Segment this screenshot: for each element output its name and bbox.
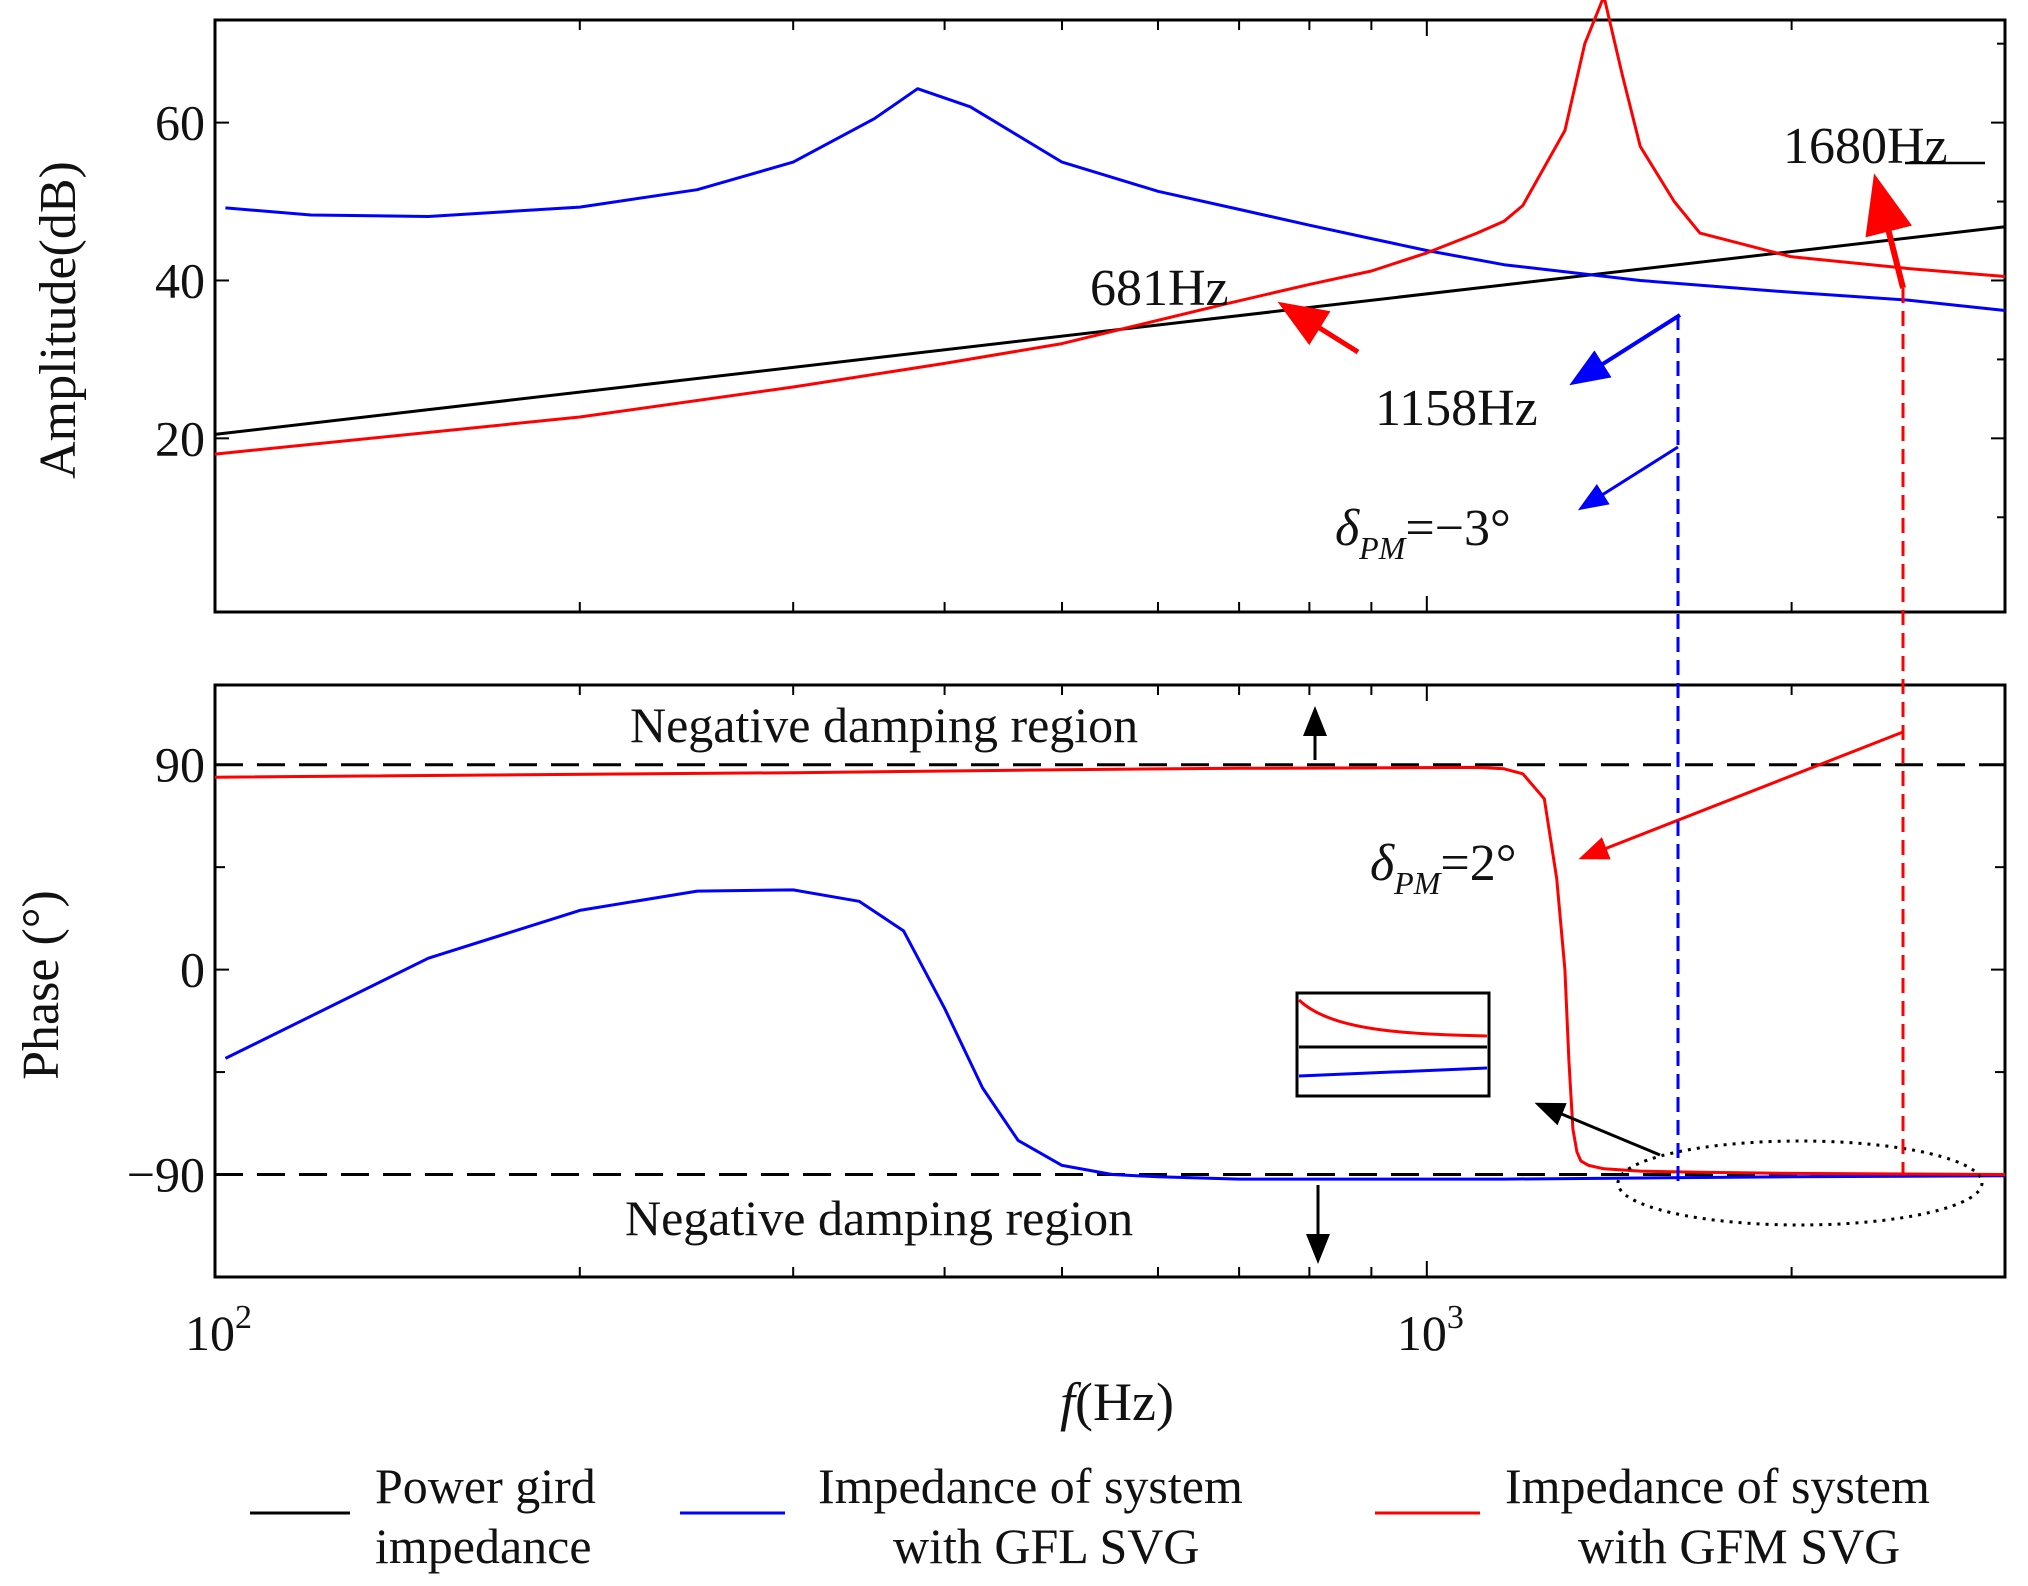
phase-axis-label: Phase (°)	[13, 890, 70, 1080]
amplitude-ticks: 20 40 60	[155, 20, 2006, 612]
legend-label-gfl-1: Impedance of system	[818, 1458, 1243, 1514]
amplitude-axes-frame	[213, 18, 2007, 614]
phase-panel: −90 0 90 Phase (°) Negative damping region…	[13, 683, 2007, 1279]
arrow-1158hz	[1569, 313, 1682, 386]
arrow-pm-gfl	[1577, 445, 1679, 511]
amplitude-series	[214, 0, 2006, 456]
series-impedance-of-system-with-gfl-svg	[224, 888, 2006, 1181]
legend-label-power-grid-2: impedance	[375, 1518, 592, 1574]
label-pm-gfl: δPM=−3°	[1335, 500, 1511, 566]
label-1680hz: 1680Hz	[1783, 118, 1948, 175]
y-tick-label: −90	[127, 1147, 205, 1203]
zoom-pointer-arrow	[1534, 1102, 1661, 1157]
negative-damping-label-upper: Negative damping region	[630, 697, 1138, 753]
label-pm-gfm: δPM=2°	[1370, 835, 1517, 901]
legend: Power gird impedance Impedance of system…	[250, 1458, 1930, 1574]
phase-axes-frame	[213, 683, 2007, 1279]
legend-label-power-grid-1: Power gird	[375, 1458, 596, 1514]
x-axis-label: f(Hz)	[1060, 1372, 1174, 1432]
negative-damping-label-lower: Negative damping region	[625, 1190, 1133, 1246]
zoom-inset-frame	[1295, 991, 1491, 1098]
y-tick-label: 0	[180, 942, 205, 998]
y-tick-label: 40	[155, 252, 205, 308]
label-1158hz: 1158Hz	[1375, 380, 1538, 437]
arrow-681hz	[1277, 301, 1360, 355]
x-tick-label: 103	[1397, 1299, 1464, 1361]
zoom-region-ellipse	[1616, 1139, 1984, 1227]
label-681hz: 681Hz	[1090, 260, 1229, 317]
arrow-pm-gfm	[1578, 730, 1904, 860]
arrow-1680hz	[1865, 173, 1913, 289]
legend-label-gfm-2: with GFM SVG	[1578, 1518, 1900, 1574]
phase-series	[214, 763, 2006, 1181]
series-impedance-of-system-with-gfm-svg	[214, 765, 2006, 1176]
zoom-inset-gfm-curve	[1297, 998, 1488, 1038]
x-tick-labels: 102 103	[185, 1299, 1464, 1361]
x-tick-label: 102	[185, 1299, 252, 1361]
amplitude-panel: 20 40 60 Amplitude(dB) 681Hz 1158Hz 1680Hz…	[30, 0, 2007, 614]
series-impedance-of-system-with-gfl-svg	[225, 87, 2006, 312]
y-tick-label: 20	[155, 410, 205, 466]
phase-ticks: −90 0 90	[127, 685, 2006, 1277]
legend-label-gfm-1: Impedance of system	[1505, 1458, 1930, 1514]
legend-label-gfl-2: with GFL SVG	[893, 1518, 1200, 1574]
y-tick-label: 60	[155, 95, 205, 151]
zoom-inset	[1295, 991, 1491, 1098]
zoom-inset-gfl-line	[1298, 1066, 1488, 1078]
y-tick-label: 90	[155, 737, 205, 793]
amplitude-axis-label: Amplitude(dB)	[30, 161, 87, 479]
series-impedance-of-system-with-gfm-svg	[214, 0, 2006, 456]
